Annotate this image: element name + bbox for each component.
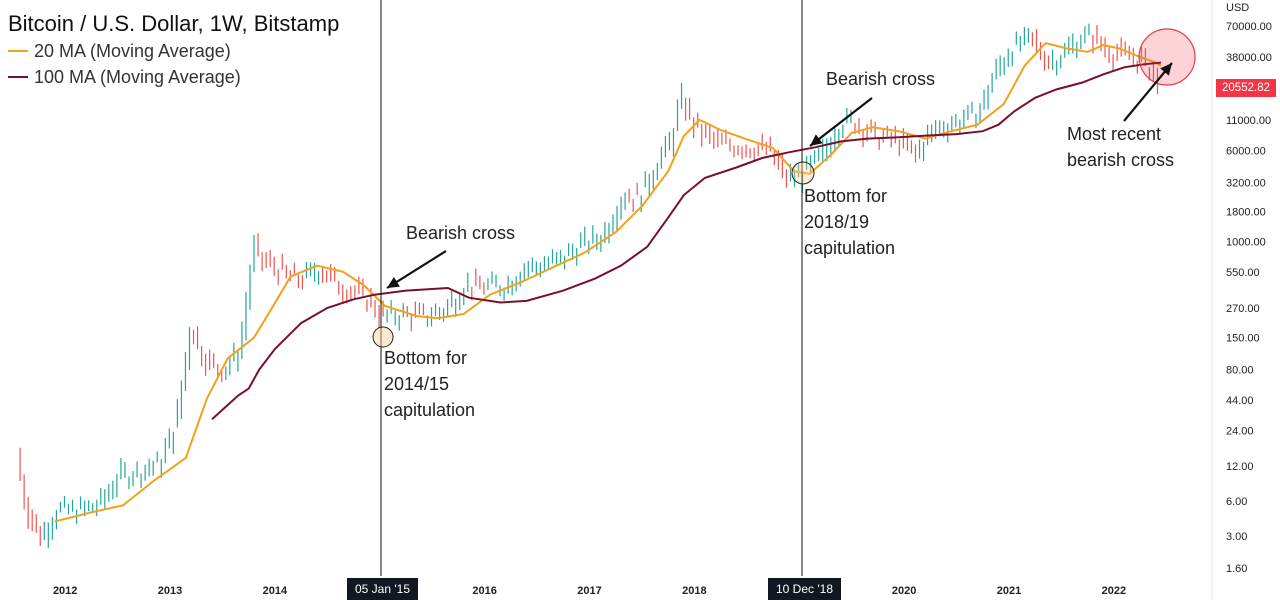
y-tick-label: 44.00 bbox=[1226, 395, 1254, 407]
legend-swatch-ma100 bbox=[8, 76, 28, 78]
bottom-2014-marker bbox=[372, 326, 394, 348]
x-tick-label: 2018 bbox=[682, 585, 706, 597]
arrow-bearish-cross-2 bbox=[809, 97, 873, 147]
y-tick-label: 550.00 bbox=[1226, 267, 1260, 279]
annotation-line: 2014/15 bbox=[384, 374, 450, 394]
recent-cross-marker bbox=[1138, 28, 1196, 86]
y-tick-label: 1.60 bbox=[1226, 563, 1247, 575]
x-tick-label: 2017 bbox=[577, 585, 601, 597]
x-tick-label: 2016 bbox=[472, 585, 496, 597]
annotation-bearish-cross-1: Bearish cross bbox=[406, 223, 516, 243]
y-tick-label: 150.00 bbox=[1226, 333, 1260, 345]
bottom-2018-marker bbox=[791, 161, 815, 185]
date-tag-2018: 10 Dec '18 bbox=[768, 578, 841, 600]
y-tick-label: 6.00 bbox=[1226, 496, 1247, 508]
y-tick-label: 270.00 bbox=[1226, 303, 1260, 315]
y-tick-label: 1800.00 bbox=[1226, 207, 1266, 219]
x-tick-label: 2013 bbox=[158, 585, 182, 597]
legend-item-ma20: 20 MA (Moving Average) bbox=[8, 38, 339, 64]
legend-label-ma100: 100 MA (Moving Average) bbox=[34, 67, 241, 87]
x-tick-label: 2020 bbox=[892, 585, 916, 597]
annotation-bottom-2018: Bottom for 2018/19 capitulation bbox=[804, 183, 895, 261]
y-tick-label: 70000.00 bbox=[1226, 21, 1272, 33]
annotation-line: Most recent bbox=[1067, 124, 1162, 144]
chart-title: Bitcoin / U.S. Dollar, 1W, Bitstamp bbox=[8, 11, 340, 36]
legend-item-ma100: 100 MA (Moving Average) bbox=[8, 64, 339, 90]
annotation-recent-cross: Most recent bearish cross bbox=[1067, 121, 1174, 173]
y-tick-label: 1000.00 bbox=[1226, 236, 1266, 248]
annotation-line: bearish cross bbox=[1067, 150, 1175, 170]
arrow-recent-cross bbox=[1123, 62, 1173, 122]
arrow-recent-cross-head bbox=[1160, 63, 1172, 76]
legend-label-ma20: 20 MA (Moving Average) bbox=[34, 41, 231, 61]
annotation-bearish-cross-2: Bearish cross bbox=[826, 69, 936, 89]
annotation-line: 2018/19 bbox=[804, 212, 870, 232]
x-tick-label: 2021 bbox=[997, 585, 1021, 597]
y-tick-label: 3200.00 bbox=[1226, 177, 1266, 189]
last-price-tag: 20552.82 bbox=[1216, 79, 1276, 97]
x-tick-label: 2014 bbox=[263, 585, 288, 597]
annotation-line: Bottom for bbox=[804, 186, 888, 206]
y-tick-label: 80.00 bbox=[1226, 365, 1254, 377]
legend-swatch-ma20 bbox=[8, 50, 28, 52]
y-tick-label: 6000.00 bbox=[1226, 146, 1266, 158]
ma100-line bbox=[211, 61, 1162, 421]
chart-legend: Bitcoin / U.S. Dollar, 1W, Bitstamp 20 M… bbox=[8, 10, 339, 90]
y-axis-unit: USD bbox=[1226, 2, 1249, 14]
x-tick-label: 2022 bbox=[1102, 585, 1126, 597]
y-tick-label: 38000.00 bbox=[1226, 52, 1272, 64]
date-tag-2015: 05 Jan '15 bbox=[347, 578, 419, 600]
arrow-bearish-cross-1-head bbox=[387, 277, 400, 288]
y-tick-label: 11000.00 bbox=[1226, 115, 1271, 127]
annotation-line: Bottom for bbox=[384, 348, 468, 368]
y-tick-label: 24.00 bbox=[1226, 426, 1254, 438]
x-tick-label: 2012 bbox=[53, 585, 77, 597]
annotation-line: capitulation bbox=[384, 400, 476, 420]
annotation-bottom-2014: Bottom for 2014/15 capitulation bbox=[384, 345, 475, 423]
ma20-line bbox=[54, 41, 1162, 523]
y-tick-label: 3.00 bbox=[1226, 531, 1247, 543]
arrow-bearish-cross-2-head bbox=[810, 134, 823, 146]
annotation-line: capitulation bbox=[804, 238, 896, 258]
y-tick-label: 12.00 bbox=[1226, 461, 1254, 473]
